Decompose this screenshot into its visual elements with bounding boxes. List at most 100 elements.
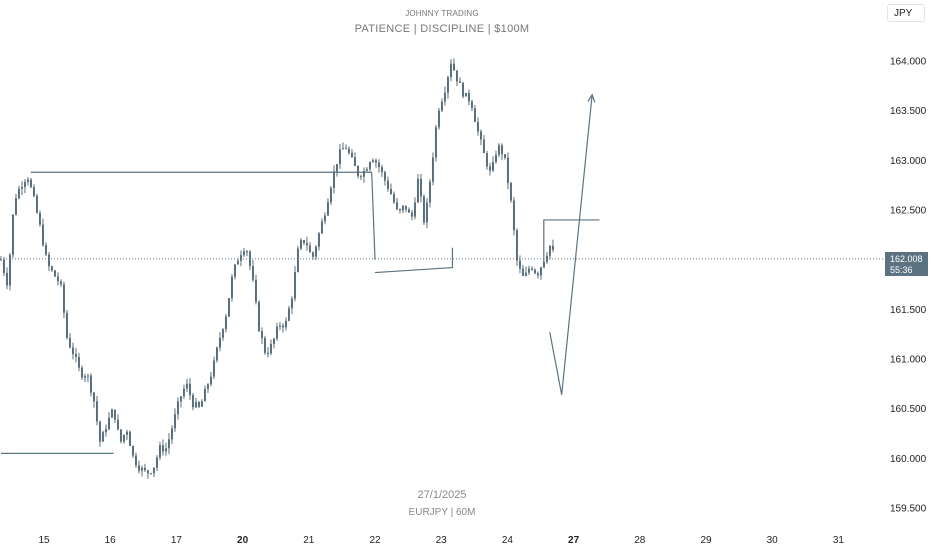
candle-body	[425, 202, 428, 223]
candle-body	[74, 354, 77, 357]
last-price-value: 162.008	[890, 254, 923, 264]
candle-body	[173, 414, 176, 429]
candle-body	[251, 266, 254, 280]
candle-body	[515, 230, 518, 261]
candle-body	[473, 108, 476, 122]
candle-body	[404, 205, 407, 210]
projection-arrow-line[interactable]	[549, 94, 593, 395]
trend-drawing-line[interactable]	[374, 247, 454, 274]
price-tick-label: 161.500	[890, 305, 927, 316]
time-tick-label: 16	[105, 535, 117, 546]
candle-body	[446, 77, 449, 93]
candle-body	[140, 467, 143, 471]
candle-body	[29, 179, 32, 188]
candle-body	[53, 270, 56, 277]
candle-body	[476, 121, 479, 132]
time-tick-label: 24	[502, 535, 514, 546]
candle-body	[533, 269, 536, 274]
candle-body	[11, 214, 14, 255]
candle-body	[455, 70, 458, 82]
candle-body	[71, 347, 74, 355]
candle-body	[200, 401, 203, 407]
candle-body	[56, 276, 59, 282]
candle-body	[47, 254, 50, 267]
time-tick-label: 22	[369, 535, 381, 546]
candle-body	[146, 470, 149, 474]
candle-body	[101, 432, 104, 442]
time-tick-label: 31	[833, 535, 845, 546]
time-axis: 15 16 17 20 21 22 23 24 27 28 29 30 31	[38, 535, 844, 546]
candle-body	[386, 180, 389, 189]
candle-body	[41, 224, 44, 246]
price-tick-label: 164.000	[890, 57, 927, 68]
trend-drawing-line[interactable]	[371, 172, 376, 260]
candle-body	[80, 367, 83, 378]
candle-body	[422, 196, 425, 223]
candle-body	[413, 202, 416, 217]
candle-body	[215, 347, 218, 361]
candle-body	[65, 312, 68, 338]
candle-body	[32, 187, 35, 196]
time-tick-label: 20	[237, 535, 249, 546]
arrow-head-icon	[587, 93, 596, 103]
candle-body	[212, 360, 215, 377]
candle-body	[185, 383, 188, 389]
candle-body	[314, 246, 317, 257]
candle-body	[359, 176, 362, 178]
candle-body	[539, 267, 542, 276]
candle-body	[347, 148, 350, 153]
candle-body	[122, 434, 125, 442]
candle-body	[434, 127, 437, 158]
candle-body	[542, 261, 545, 268]
candle-body	[287, 308, 290, 321]
candle-body	[512, 200, 515, 231]
candle-body	[104, 429, 107, 433]
candle-body	[236, 260, 239, 265]
candle-body	[242, 251, 245, 256]
header-subtitle: PATIENCE | DISCIPLINE | $100M	[354, 23, 530, 35]
candle-body	[83, 376, 86, 378]
candle-body	[8, 254, 11, 286]
candle-body	[167, 439, 170, 449]
candle-body	[203, 388, 206, 402]
candle-body	[158, 445, 161, 458]
candle-body	[374, 160, 377, 163]
price-axis: 164.000163.500163.000162.500162.000161.5…	[890, 57, 927, 515]
candle-body	[197, 402, 200, 407]
candle-body	[125, 431, 128, 435]
candle-body	[35, 195, 38, 213]
candle-body	[488, 166, 491, 171]
price-tick-label: 159.500	[890, 504, 927, 515]
time-tick-label: 23	[436, 535, 448, 546]
trend-drawing-line[interactable]	[543, 219, 600, 267]
candle-body	[461, 82, 464, 97]
candle-body	[290, 298, 293, 309]
candle-body	[470, 101, 473, 109]
candle-body	[479, 131, 482, 140]
candle-body	[362, 170, 365, 177]
candle-body	[377, 162, 380, 168]
candle-body	[116, 419, 119, 430]
time-tick-label: 21	[303, 535, 315, 546]
candle-body	[209, 376, 212, 385]
candle-body	[95, 401, 98, 422]
currency-selector[interactable]: JPY	[887, 4, 925, 22]
candle-body	[452, 63, 455, 71]
candle-body	[257, 301, 260, 332]
candle-body	[458, 81, 461, 83]
candle-body	[335, 164, 338, 172]
candle-body	[14, 198, 17, 215]
candle-body	[524, 272, 527, 276]
time-tick-label: 27	[568, 535, 580, 546]
candle-body	[329, 187, 332, 203]
candle-body	[233, 264, 236, 277]
candle-body	[23, 181, 26, 188]
candle-body	[59, 281, 62, 285]
candle-body	[278, 325, 281, 327]
candle-body	[497, 145, 500, 155]
candle-body	[353, 157, 356, 166]
candle-body	[464, 93, 467, 97]
candle-body	[149, 473, 152, 475]
time-tick-label: 28	[634, 535, 646, 546]
